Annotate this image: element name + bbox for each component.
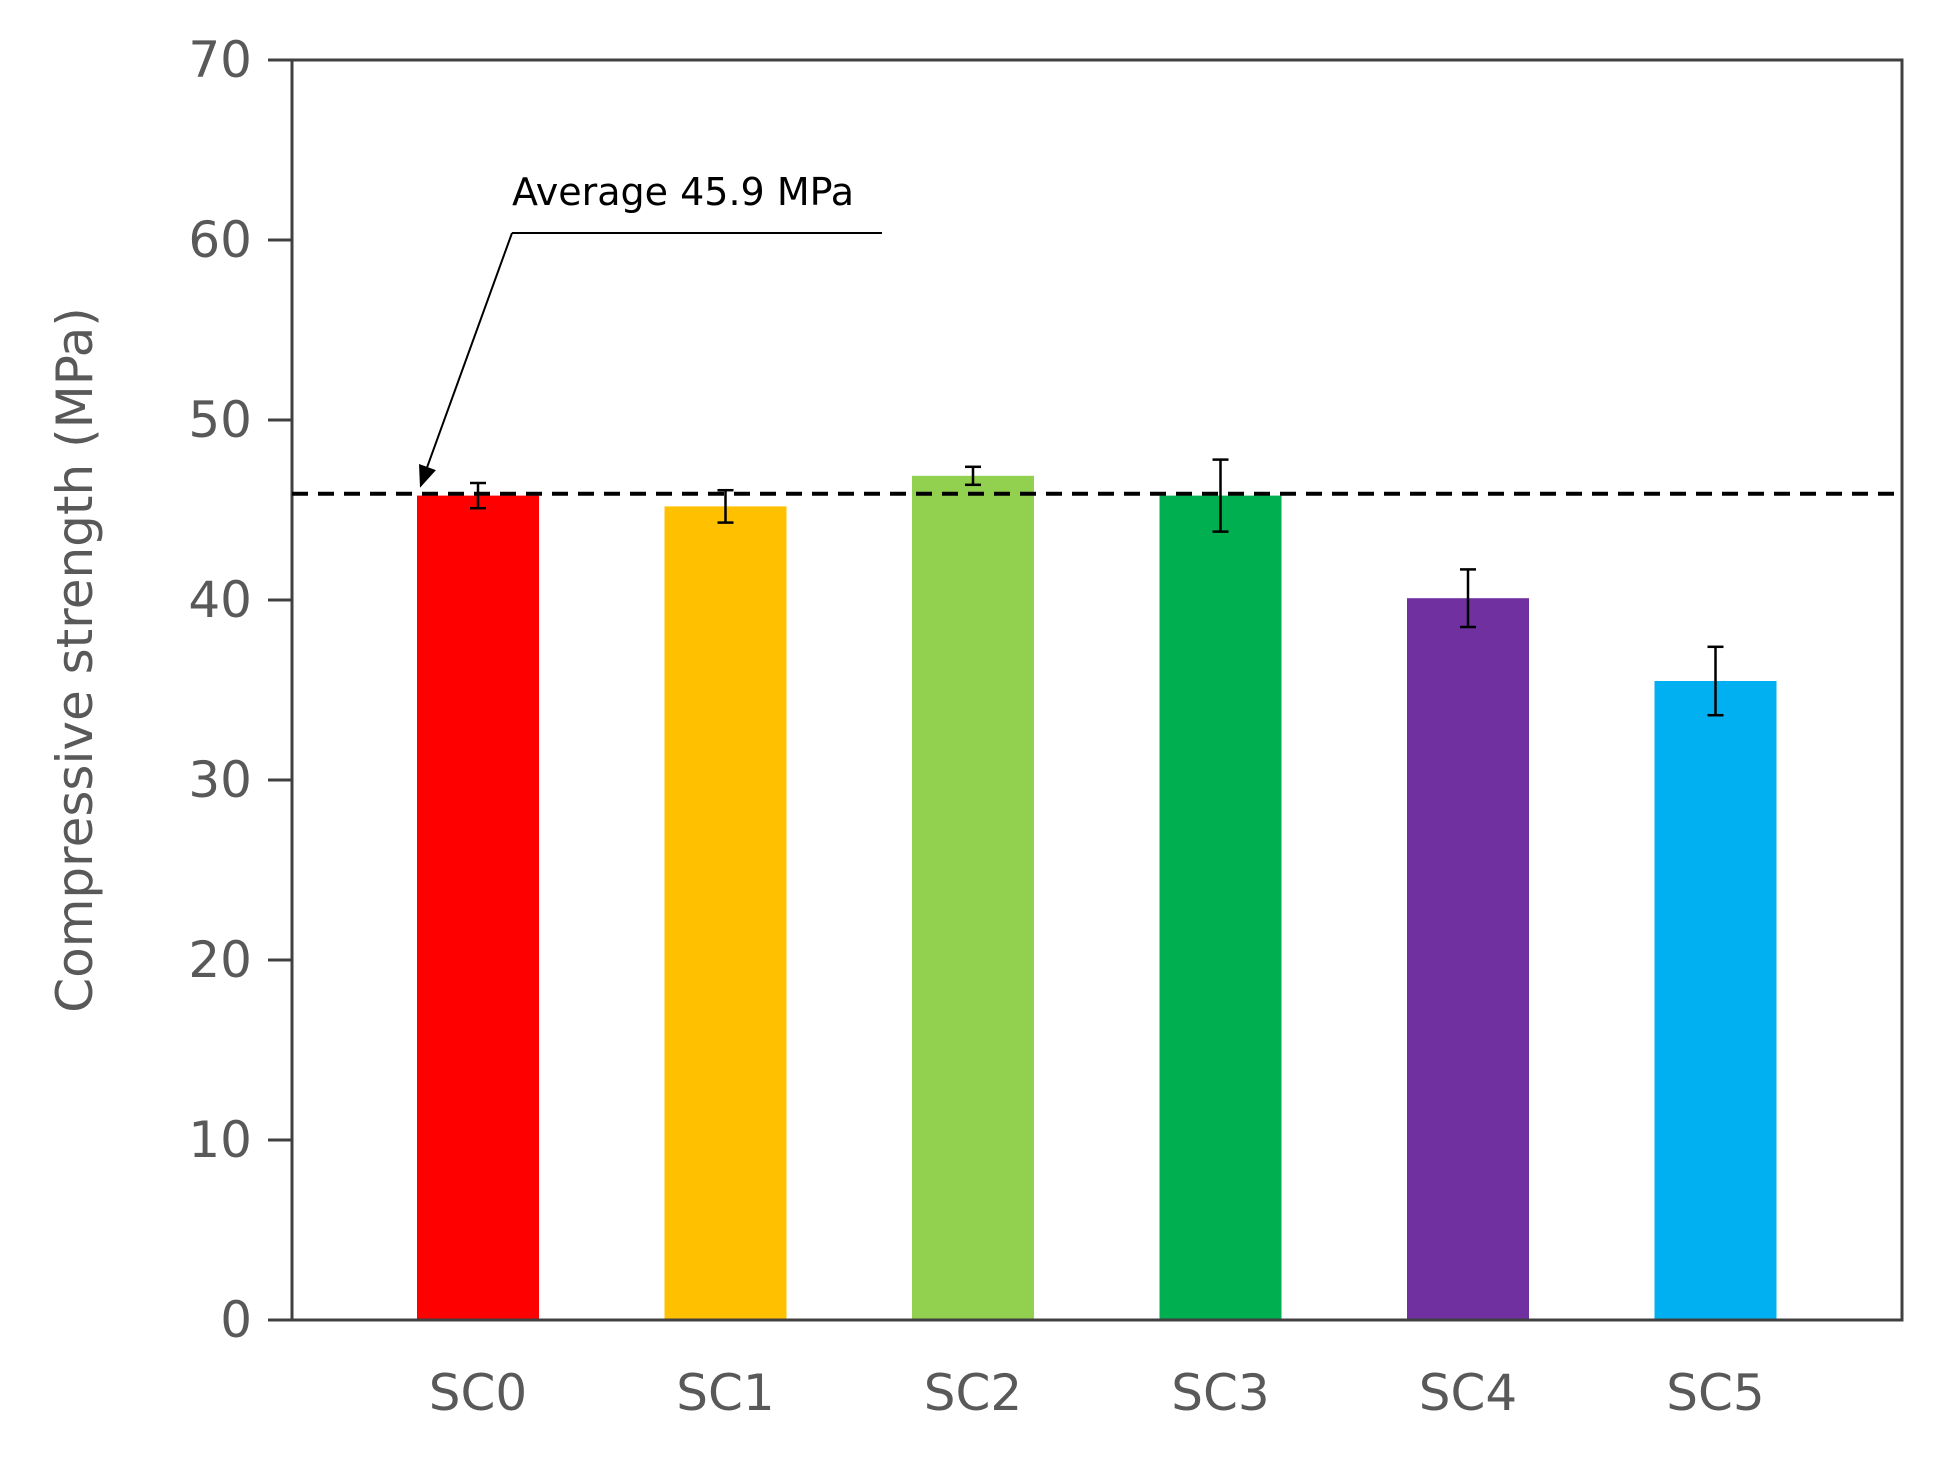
bar-sc5 xyxy=(1654,681,1777,1320)
plot-frame xyxy=(290,58,1904,1322)
x-category-label-sc5: SC5 xyxy=(1666,1364,1764,1422)
bar-sc0 xyxy=(417,495,539,1321)
y-tick-label-20: 20 xyxy=(188,931,252,989)
y-tick-label-0: 0 xyxy=(220,1291,252,1349)
bar-sc3 xyxy=(1159,495,1282,1321)
x-category-label-sc4: SC4 xyxy=(1419,1364,1517,1422)
x-category-label-sc3: SC3 xyxy=(1171,1364,1269,1422)
x-category-label-sc0: SC0 xyxy=(429,1364,527,1422)
y-tick-label-30: 30 xyxy=(188,751,252,809)
y-tick-label-60: 60 xyxy=(188,211,252,269)
y-tick-label-50: 50 xyxy=(188,391,252,449)
y-tick-label-70: 70 xyxy=(188,31,252,89)
annotation-arrowhead xyxy=(419,464,436,488)
axes-layer xyxy=(268,58,1904,1322)
y-tick-label-10: 10 xyxy=(188,1111,252,1169)
labels-layer: 0 10 20 30 40 50 60 70 SC0 SC1 SC2 SC3 SC4 SC5 Compres… xyxy=(46,31,1765,1422)
error-bar-sc5 xyxy=(1707,645,1724,717)
error-bar-sc3 xyxy=(1212,458,1229,533)
bar-sc1 xyxy=(664,506,787,1320)
annotation-layer: Average 45.9 MPa xyxy=(419,170,882,488)
x-category-label-sc2: SC2 xyxy=(924,1364,1022,1422)
annotation-leader-line xyxy=(423,232,513,477)
bar-sc4 xyxy=(1407,598,1529,1320)
error-bars-layer xyxy=(470,458,1724,717)
annotation-label: Average 45.9 MPa xyxy=(512,170,854,214)
bars-layer xyxy=(417,475,1777,1321)
error-bar-sc2 xyxy=(965,465,981,487)
error-bar-sc4 xyxy=(1460,568,1476,629)
y-axis-title: Compressive strength (MPa) xyxy=(46,307,104,1013)
y-tick-label-40: 40 xyxy=(188,571,252,629)
x-category-label-sc1: SC1 xyxy=(676,1364,774,1422)
bar-sc2 xyxy=(912,475,1034,1320)
error-bar-sc1 xyxy=(717,488,734,524)
